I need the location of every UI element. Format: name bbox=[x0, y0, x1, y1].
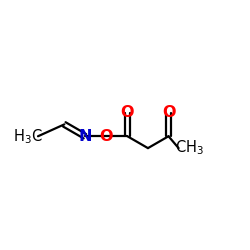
Text: $\mathregular{H_3C}$: $\mathregular{H_3C}$ bbox=[13, 127, 42, 146]
Text: $\mathregular{CH_3}$: $\mathregular{CH_3}$ bbox=[174, 139, 204, 158]
Text: O: O bbox=[100, 129, 113, 144]
Text: O: O bbox=[121, 105, 134, 120]
Text: O: O bbox=[162, 105, 175, 120]
Text: N: N bbox=[78, 129, 92, 144]
